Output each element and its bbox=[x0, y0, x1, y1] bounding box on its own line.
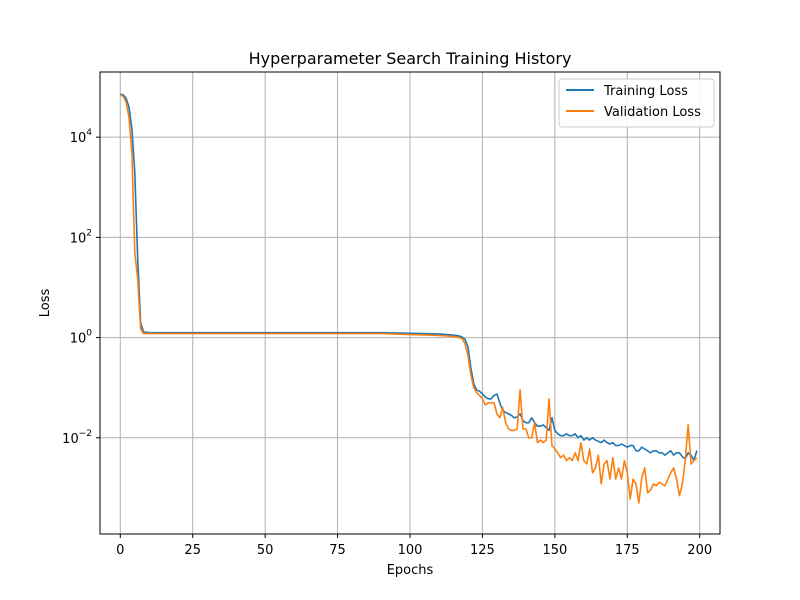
x-tick-label: 50 bbox=[257, 543, 274, 558]
x-tick-label: 25 bbox=[184, 543, 201, 558]
y-tick-label: 10−2 bbox=[62, 429, 92, 447]
grid bbox=[100, 72, 720, 534]
chart-title: Hyperparameter Search Training History bbox=[249, 49, 572, 68]
y-tick-label: 100 bbox=[70, 329, 93, 347]
legend-label-validation-loss: Validation Loss bbox=[604, 105, 701, 120]
x-tick-label: 75 bbox=[329, 543, 346, 558]
x-tick-label: 200 bbox=[687, 543, 712, 558]
x-tick-label: 0 bbox=[116, 543, 124, 558]
y-axis-ticks: 10−2 100 102 104 bbox=[62, 128, 100, 447]
x-tick-label: 175 bbox=[615, 543, 640, 558]
y-tick-label: 102 bbox=[70, 228, 92, 246]
legend: Training Loss Validation Loss bbox=[558, 78, 715, 128]
legend-box bbox=[558, 78, 715, 128]
x-tick-label: 100 bbox=[398, 543, 423, 558]
y-tick-label: 104 bbox=[70, 128, 93, 146]
x-tick-label: 150 bbox=[542, 543, 567, 558]
series-line-validation-loss bbox=[119, 94, 698, 504]
legend-label-training-loss: Training Loss bbox=[603, 84, 688, 99]
plot-series bbox=[119, 93, 698, 504]
x-axis-ticks: 0 25 50 75 100 125 150 175 200 bbox=[116, 534, 712, 558]
x-tick-label: 125 bbox=[470, 543, 495, 558]
x-axis-label: Epochs bbox=[387, 563, 434, 578]
y-axis-label: Loss bbox=[38, 289, 53, 318]
